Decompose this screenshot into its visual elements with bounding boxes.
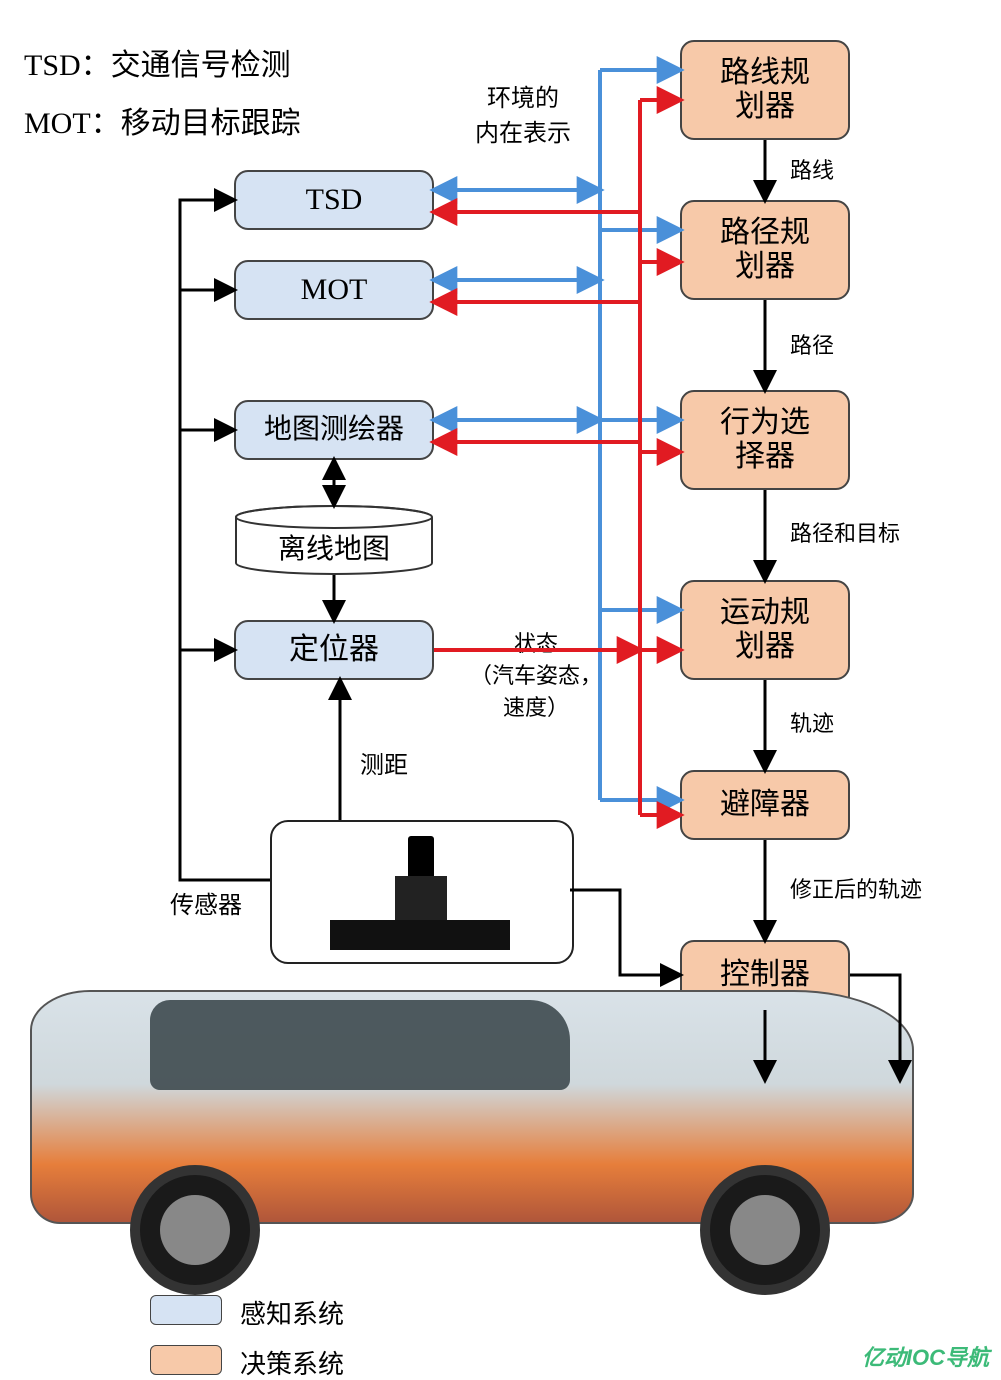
edge-label-route: 路线 (790, 153, 834, 185)
edge-label-corrected-trajectory: 修正后的轨迹 (790, 872, 922, 904)
node-motion-planner: 运动规 划器 (680, 580, 850, 680)
node-mapper: 地图测绘器 (234, 400, 434, 460)
node-behavior-selector: 行为选 择器 (680, 390, 850, 490)
node-offline-map-label: 离线地图 (234, 527, 434, 567)
node-path-planner: 路径规 划器 (680, 200, 850, 300)
edge-label-path-goal: 路径和目标 (790, 516, 900, 548)
legend-perception-swatch (150, 1295, 222, 1325)
node-motion-planner-label: 运动规 划器 (720, 596, 810, 665)
lidar-mid (395, 876, 447, 920)
legend-decision-swatch (150, 1345, 222, 1375)
watermark-text: 亿动IOC导航 (862, 1340, 989, 1372)
edge-label-path: 路径 (790, 328, 834, 360)
node-mot-label: MOT (301, 273, 368, 308)
label-state: 状态 （汽车姿态， 速度） (470, 626, 602, 722)
car-wheel-front (700, 1165, 830, 1295)
legend-perception-label: 感知系统 (240, 1294, 344, 1331)
node-mot: MOT (234, 260, 434, 320)
diagram-canvas: TSD：交通信号检测 MOT：移动目标跟踪 环境的 内在表示 状态 （汽车姿态，… (0, 0, 1001, 1380)
label-odometry: 测距 (360, 745, 408, 780)
node-route-planner: 路线规 划器 (680, 40, 850, 140)
node-mapper-label: 地图测绘器 (264, 414, 404, 446)
lidar-top (408, 836, 434, 876)
definition-tsd: TSD：交通信号检测 (24, 40, 291, 84)
definition-mot: MOT：移动目标跟踪 (24, 98, 301, 142)
node-localizer-label: 定位器 (289, 633, 379, 668)
edge-label-trajectory: 轨迹 (790, 706, 834, 738)
node-route-planner-label: 路线规 划器 (720, 56, 810, 125)
car-wheel-rear (130, 1165, 260, 1295)
label-sensors: 传感器 (170, 885, 242, 920)
node-tsd: TSD (234, 170, 434, 230)
node-controller-label: 控制器 (720, 958, 810, 993)
node-offline-map: 离线地图 (234, 505, 434, 575)
car-window (150, 1000, 570, 1090)
node-path-planner-label: 路径规 划器 (720, 216, 810, 285)
node-localizer: 定位器 (234, 620, 434, 680)
node-behavior-selector-label: 行为选 择器 (720, 406, 810, 475)
node-tsd-label: TSD (306, 183, 363, 218)
label-env-representation: 环境的 内在表示 (475, 78, 571, 148)
node-obstacle-avoider-label: 避障器 (720, 788, 810, 823)
node-obstacle-avoider: 避障器 (680, 770, 850, 840)
legend-decision-label: 决策系统 (240, 1344, 344, 1380)
lidar-base (330, 920, 510, 950)
